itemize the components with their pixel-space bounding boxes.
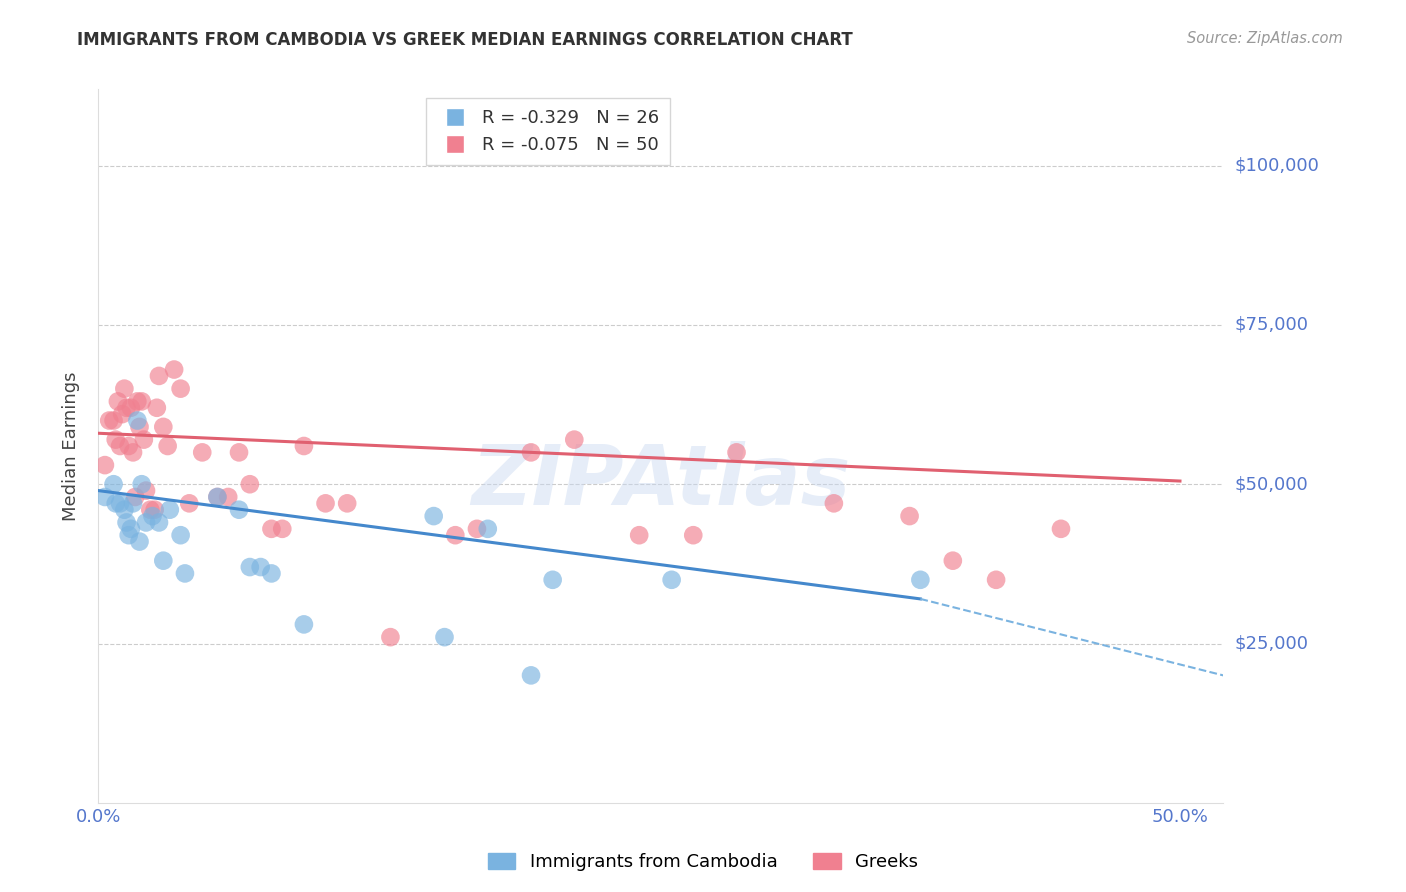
Point [131,394,153,409]
Point [336,496,359,510]
Text: $25,000: $25,000 [1234,634,1309,653]
Point [315,496,337,510]
Legend: Immigrants from Cambodia, Greeks: Immigrants from Cambodia, Greeks [481,846,925,879]
Point [465,522,488,536]
Point [124,490,146,504]
Text: ZIPAtlas: ZIPAtlas [471,442,851,522]
Point [115,401,138,415]
Point [127,413,149,427]
Point [682,528,704,542]
Point [898,509,921,524]
Point [128,534,150,549]
Point [159,502,181,516]
Point [207,490,229,504]
Point [104,496,127,510]
Point [131,477,153,491]
Point [477,522,499,536]
Point [725,445,748,459]
Y-axis label: Median Earnings: Median Earnings [62,371,80,521]
Point [207,490,229,504]
Point [94,490,117,504]
Point [122,496,145,510]
Point [1050,522,1073,536]
Point [141,509,163,524]
Point [115,516,138,530]
Point [94,458,117,472]
Point [292,617,315,632]
Point [135,516,157,530]
Point [380,630,402,644]
Point [260,522,283,536]
Point [128,420,150,434]
Point [104,433,127,447]
Point [520,445,543,459]
Point [127,394,149,409]
Point [143,502,166,516]
Point [118,439,141,453]
Text: $50,000: $50,000 [1234,475,1308,493]
Point [152,554,174,568]
Point [239,477,262,491]
Point [910,573,932,587]
Point [249,560,271,574]
Point [444,528,467,542]
Point [108,496,131,510]
Text: IMMIGRANTS FROM CAMBODIA VS GREEK MEDIAN EARNINGS CORRELATION CHART: IMMIGRANTS FROM CAMBODIA VS GREEK MEDIAN… [77,31,853,49]
Point [942,554,965,568]
Point [120,401,142,415]
Point [152,420,174,434]
Point [228,502,250,516]
Point [122,445,145,459]
Point [179,496,201,510]
Point [260,566,283,581]
Point [628,528,651,542]
Point [108,439,131,453]
Point [118,528,141,542]
Point [174,566,197,581]
Point [217,490,239,504]
Point [112,502,135,516]
Point [191,445,214,459]
Point [562,433,585,447]
Point [146,401,169,415]
Point [163,362,186,376]
Point [169,528,191,542]
Point [120,522,142,536]
Point [984,573,1007,587]
Point [135,483,157,498]
Point [661,573,683,587]
Point [107,394,129,409]
Point [541,573,564,587]
Point [148,368,170,383]
Point [422,509,444,524]
Text: $75,000: $75,000 [1234,316,1309,334]
Point [169,382,191,396]
Point [98,413,121,427]
Text: Source: ZipAtlas.com: Source: ZipAtlas.com [1187,31,1343,46]
Point [433,630,456,644]
Point [292,439,315,453]
Point [112,382,135,396]
Point [132,433,155,447]
Point [520,668,543,682]
Point [103,477,125,491]
Point [239,560,262,574]
Point [139,502,162,516]
Point [823,496,845,510]
Point [228,445,250,459]
Legend: R = -0.329   N = 26, R = -0.075   N = 50: R = -0.329 N = 26, R = -0.075 N = 50 [426,98,671,165]
Point [111,407,134,421]
Point [103,413,125,427]
Point [156,439,179,453]
Text: $100,000: $100,000 [1234,157,1319,175]
Point [148,516,170,530]
Point [271,522,294,536]
